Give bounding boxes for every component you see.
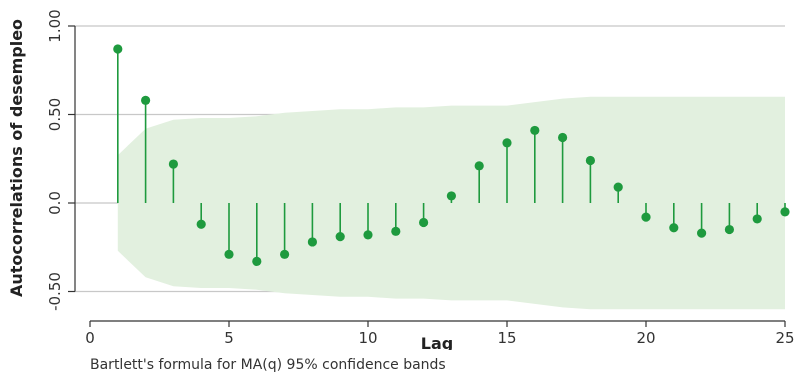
point-lag-9 <box>335 232 345 242</box>
point-lag-21 <box>669 223 679 233</box>
x-axis-title: Lag <box>421 334 453 350</box>
point-lag-20 <box>641 212 651 222</box>
point-lag-16 <box>530 125 540 136</box>
point-lag-19 <box>613 182 623 192</box>
point-lag-6 <box>252 256 262 267</box>
acf-stems <box>113 44 790 267</box>
point-lag-7 <box>280 249 290 259</box>
axes: -0.50 0.0 0.50 1.00 0 5 10 15 20 25 <box>46 9 795 347</box>
x-tick-label-5: 25 <box>775 329 794 347</box>
point-lag-1 <box>113 44 123 54</box>
point-lag-18 <box>585 155 596 166</box>
x-tick-label-4: 20 <box>636 329 655 347</box>
point-lag-14 <box>474 161 484 171</box>
x-tick-label-2: 10 <box>358 329 377 347</box>
y-tick-label-2: 0.50 <box>46 98 64 131</box>
point-lag-10 <box>363 230 373 240</box>
point-lag-3 <box>168 159 178 169</box>
x-tick-label-3: 15 <box>497 329 516 347</box>
point-lag-12 <box>419 217 429 228</box>
y-tick-label-0: -0.50 <box>46 272 64 311</box>
y-tick-label-3: 1.00 <box>46 9 64 42</box>
confidence-band-note: Bartlett's formula for MA(q) 95% confide… <box>90 357 446 373</box>
acf-chart: -0.50 0.0 0.50 1.00 0 5 10 15 20 25 Lag Autocorre… <box>7 9 795 350</box>
point-lag-4 <box>196 219 206 229</box>
point-lag-2 <box>141 95 151 105</box>
point-lag-15 <box>502 138 512 148</box>
point-lag-8 <box>307 237 317 247</box>
x-tick-label-0: 0 <box>85 329 95 347</box>
y-axis-title: Autocorrelations of desempleo <box>7 19 26 297</box>
y-tick-label-1: 0.0 <box>46 191 64 215</box>
point-lag-22 <box>697 228 707 238</box>
x-tick-label-1: 5 <box>224 329 234 347</box>
point-lag-24 <box>752 214 762 224</box>
point-lag-25 <box>780 207 790 217</box>
point-lag-5 <box>224 249 234 259</box>
point-lag-17 <box>558 132 568 143</box>
point-lag-13 <box>446 191 456 201</box>
point-lag-23 <box>724 224 735 235</box>
point-lag-11 <box>391 226 401 236</box>
